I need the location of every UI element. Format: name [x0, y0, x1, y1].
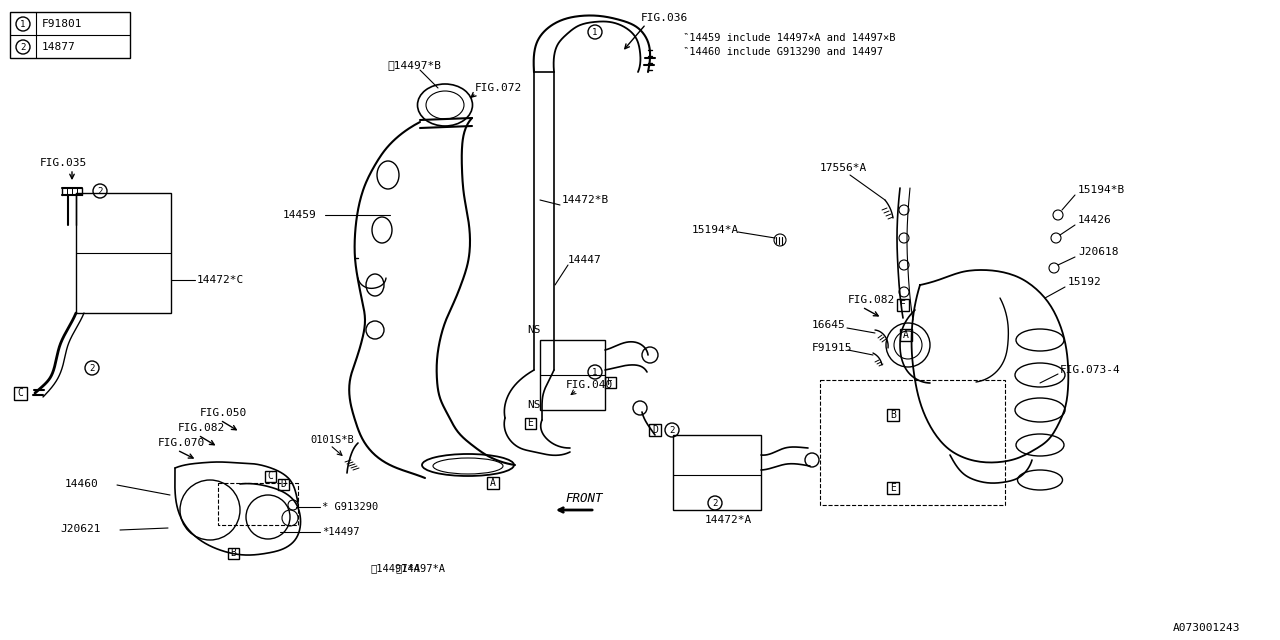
Bar	[887, 409, 899, 421]
Text: 1: 1	[593, 28, 598, 36]
Text: A: A	[904, 330, 909, 340]
Text: J20621: J20621	[60, 524, 101, 534]
Text: FIG.082: FIG.082	[849, 295, 895, 305]
Text: 14447: 14447	[568, 255, 602, 265]
Text: NS: NS	[527, 325, 540, 335]
Text: FIG.040: FIG.040	[566, 380, 613, 390]
Text: B: B	[230, 548, 236, 558]
Bar	[10, 12, 131, 58]
Text: *14497: *14497	[323, 527, 360, 537]
Text: E: E	[890, 483, 896, 493]
Text: 0101S*B: 0101S*B	[310, 435, 353, 445]
Text: 2: 2	[669, 426, 675, 435]
Bar	[900, 329, 913, 341]
Text: FRONT: FRONT	[564, 492, 603, 504]
Text: 16645: 16645	[812, 320, 846, 330]
Bar	[278, 479, 288, 490]
Text: 15194*B: 15194*B	[1078, 185, 1125, 195]
Text: F: F	[900, 300, 906, 310]
Text: ※14497*A: ※14497*A	[370, 563, 420, 573]
Text: ‶14459 include 14497×A and 14497×B: ‶14459 include 14497×A and 14497×B	[684, 33, 896, 43]
Bar	[228, 547, 238, 559]
Text: ※14497*A: ※14497*A	[396, 563, 445, 573]
Text: J20618: J20618	[1078, 247, 1119, 257]
Text: F91801: F91801	[42, 19, 82, 29]
Text: 14459: 14459	[283, 210, 316, 220]
Bar	[76, 193, 172, 313]
Text: 2: 2	[90, 364, 95, 372]
Text: FIG.050: FIG.050	[200, 408, 247, 418]
Text: 15192: 15192	[1068, 277, 1102, 287]
Text: 2: 2	[712, 499, 718, 508]
Text: * G913290: * G913290	[323, 502, 379, 512]
Text: 14472*A: 14472*A	[705, 515, 753, 525]
Text: FIG.072: FIG.072	[475, 83, 522, 93]
Text: 17556*A: 17556*A	[820, 163, 868, 173]
Text: FIG.036: FIG.036	[641, 13, 689, 23]
Text: B: B	[890, 410, 896, 420]
Bar	[525, 417, 535, 429]
Text: E: E	[527, 418, 532, 428]
Bar	[218, 483, 298, 525]
Text: 1: 1	[20, 19, 26, 29]
Text: A073001243: A073001243	[1172, 623, 1240, 633]
Text: ※14497*B: ※14497*B	[387, 60, 442, 70]
Text: C: C	[268, 471, 273, 481]
Text: 1: 1	[593, 367, 598, 376]
Text: 14426: 14426	[1078, 215, 1112, 225]
Text: ‶14460 include G913290 and 14497: ‶14460 include G913290 and 14497	[684, 47, 883, 57]
Bar	[265, 470, 275, 481]
Text: NS: NS	[527, 400, 540, 410]
Bar	[673, 435, 762, 510]
Text: 2: 2	[97, 186, 102, 195]
Text: A: A	[490, 478, 495, 488]
Bar	[604, 376, 616, 387]
Text: C: C	[17, 388, 23, 398]
Text: F91915: F91915	[812, 343, 852, 353]
Text: 15194*A: 15194*A	[692, 225, 740, 235]
Bar	[486, 477, 499, 489]
Text: 14877: 14877	[42, 42, 76, 52]
Bar	[820, 380, 1005, 505]
Text: FIG.070: FIG.070	[157, 438, 205, 448]
Text: 14460: 14460	[65, 479, 99, 489]
Bar	[887, 482, 899, 494]
Text: FIG.082: FIG.082	[178, 423, 225, 433]
Bar	[14, 387, 27, 399]
Text: D: D	[652, 425, 658, 435]
Bar	[897, 299, 909, 311]
Text: 14472*B: 14472*B	[562, 195, 609, 205]
Text: F: F	[607, 377, 613, 387]
Text: 14472*C: 14472*C	[197, 275, 244, 285]
Text: D: D	[280, 479, 285, 489]
Text: 2: 2	[20, 42, 26, 51]
Text: FIG.073-4: FIG.073-4	[1060, 365, 1121, 375]
Bar	[649, 424, 660, 436]
Bar	[540, 340, 605, 410]
Text: FIG.035: FIG.035	[40, 158, 87, 168]
